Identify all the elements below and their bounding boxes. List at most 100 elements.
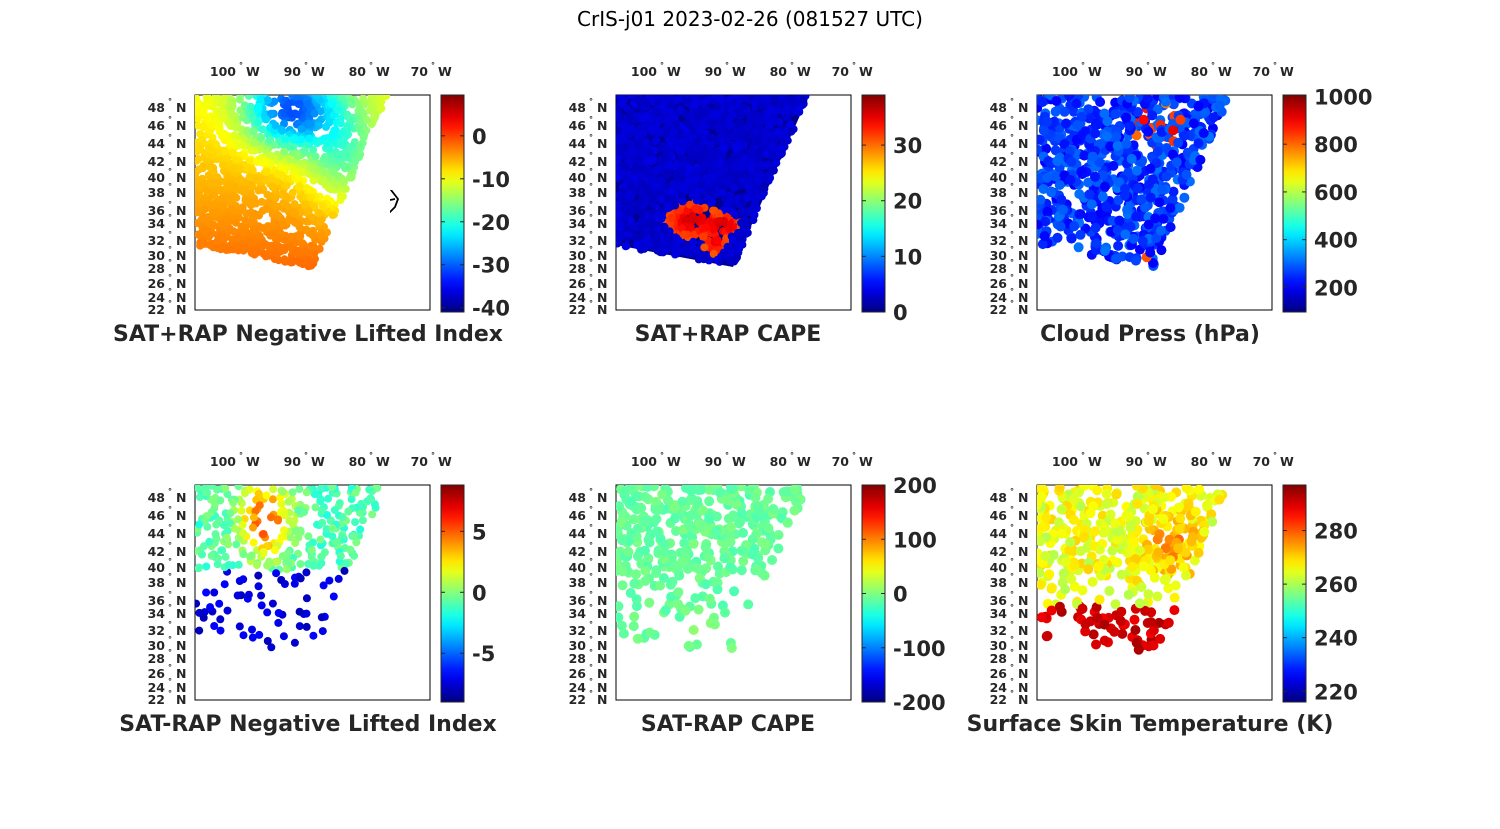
degree-symbol: ° <box>589 572 593 581</box>
retrieval-point <box>307 193 315 201</box>
retrieval-point <box>263 608 271 616</box>
lat-hemisphere: N <box>1018 154 1028 169</box>
retrieval-point <box>303 594 311 602</box>
retrieval-point <box>303 623 311 631</box>
lat-hemisphere: N <box>176 136 186 151</box>
lat-hemisphere: N <box>597 118 607 133</box>
retrieval-point <box>649 199 657 207</box>
colorbar-tick-label: 30 <box>893 134 922 158</box>
retrieval-point <box>1060 107 1070 117</box>
retrieval-point <box>749 216 757 224</box>
retrieval-point <box>264 96 272 104</box>
retrieval-point <box>1132 166 1142 176</box>
retrieval-point <box>740 103 748 111</box>
lat-tick-label: 40 <box>569 560 587 575</box>
degree-symbol: ° <box>239 61 243 70</box>
retrieval-point <box>254 572 262 580</box>
lat-tick-label: 26 <box>569 666 587 681</box>
retrieval-point <box>1161 574 1171 584</box>
retrieval-point <box>640 546 650 556</box>
degree-symbol: ° <box>168 167 172 176</box>
colorbar-tick-label: 1000 <box>1314 85 1372 109</box>
retrieval-point <box>262 252 270 260</box>
retrieval-point <box>725 225 733 233</box>
degree-symbol: ° <box>1010 167 1014 176</box>
retrieval-point <box>768 143 776 151</box>
retrieval-point <box>363 116 371 124</box>
retrieval-point <box>236 91 244 99</box>
retrieval-point <box>1170 593 1180 603</box>
retrieval-point <box>1046 187 1056 197</box>
retrieval-point <box>307 243 315 251</box>
degree-symbol: ° <box>1010 287 1014 296</box>
retrieval-point <box>657 489 667 499</box>
colorbar-tick-label: -200 <box>893 691 946 715</box>
retrieval-point <box>249 247 257 255</box>
retrieval-point <box>239 575 247 583</box>
retrieval-point <box>668 214 676 222</box>
retrieval-point <box>301 200 309 208</box>
retrieval-point <box>296 183 304 191</box>
retrieval-point <box>739 546 749 556</box>
retrieval-point <box>205 538 213 546</box>
lat-tick-label: 46 <box>148 508 166 523</box>
lon-hemisphere: W <box>859 64 873 79</box>
retrieval-point <box>738 528 748 538</box>
retrieval-point <box>229 499 237 507</box>
lon-tick-label: 100 <box>631 64 657 79</box>
retrieval-point <box>215 600 223 608</box>
retrieval-point <box>236 622 244 630</box>
colorbar-tick-label: -100 <box>893 637 946 661</box>
lon-tick-label: 90 <box>1126 64 1144 79</box>
degree-symbol: ° <box>589 677 593 686</box>
retrieval-point <box>312 152 320 160</box>
retrieval-point <box>1144 641 1154 651</box>
retrieval-point <box>255 582 263 590</box>
retrieval-point <box>218 234 226 242</box>
retrieval-point <box>365 486 373 494</box>
colorbar-tick-label: 800 <box>1314 133 1358 157</box>
retrieval-point <box>1113 141 1123 151</box>
retrieval-point <box>625 480 635 490</box>
retrieval-point <box>262 176 270 184</box>
retrieval-point <box>696 155 704 163</box>
retrieval-point <box>708 189 716 197</box>
retrieval-point <box>312 503 320 511</box>
retrieval-point <box>1083 104 1093 114</box>
retrieval-point <box>689 238 697 246</box>
retrieval-point <box>223 534 231 542</box>
retrieval-point <box>653 213 661 221</box>
retrieval-point <box>239 228 247 236</box>
retrieval-point <box>726 537 736 547</box>
retrieval-point <box>733 159 741 167</box>
retrieval-point <box>689 625 699 635</box>
retrieval-point <box>682 110 690 118</box>
retrieval-point <box>1121 113 1131 123</box>
retrieval-point <box>201 608 209 616</box>
retrieval-point <box>683 564 693 574</box>
retrieval-point <box>291 580 299 588</box>
retrieval-point <box>1122 205 1132 215</box>
retrieval-point <box>310 562 318 570</box>
retrieval-point <box>672 96 680 104</box>
retrieval-point <box>795 106 803 114</box>
lat-hemisphere: N <box>176 216 186 231</box>
retrieval-point <box>232 219 240 227</box>
lon-tick-label: 80 <box>349 454 367 469</box>
retrieval-point <box>368 510 376 518</box>
retrieval-point <box>1042 117 1052 127</box>
lat-hemisphere: N <box>1018 136 1028 151</box>
retrieval-point <box>1038 97 1048 107</box>
lat-tick-label: 40 <box>569 170 587 185</box>
retrieval-point <box>629 579 639 589</box>
lon-hemisphere: W <box>732 454 746 469</box>
degree-symbol: ° <box>589 133 593 142</box>
retrieval-point <box>236 207 244 215</box>
retrieval-point <box>697 181 705 189</box>
retrieval-point <box>1157 185 1167 195</box>
retrieval-point <box>715 488 725 498</box>
lat-hemisphere: N <box>176 276 186 291</box>
degree-symbol: ° <box>589 151 593 160</box>
retrieval-point <box>732 500 742 510</box>
